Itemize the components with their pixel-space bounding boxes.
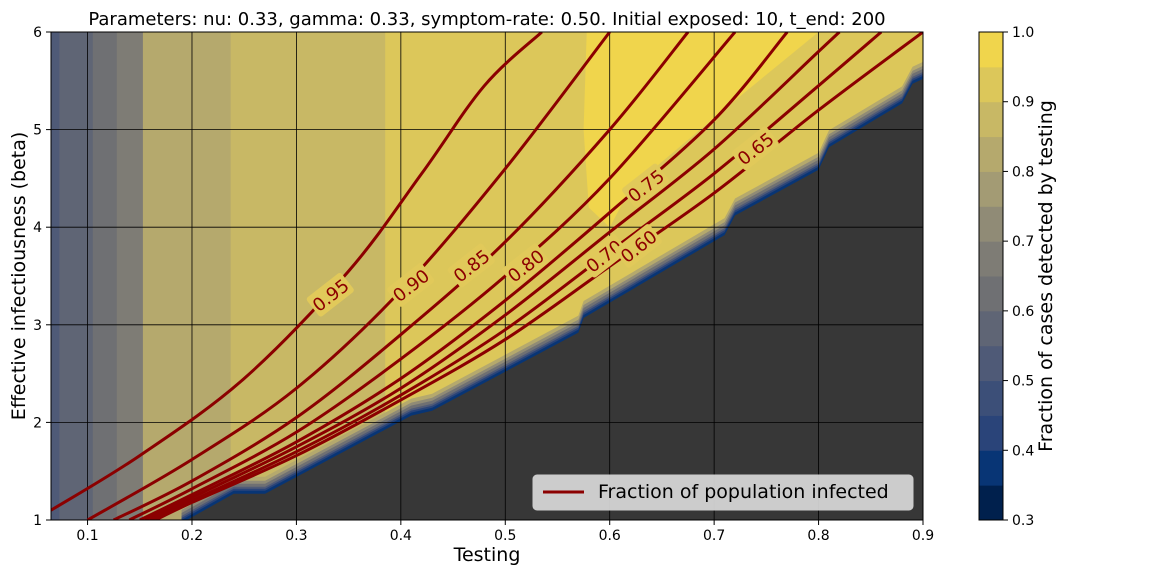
plot-frame <box>50 31 924 521</box>
x-tick-label: 0.9 <box>912 528 934 544</box>
colorbar-segment <box>979 310 1003 347</box>
y-tick-label: 4 <box>33 220 42 236</box>
colorbar-tick-label: 1.0 <box>1012 25 1034 41</box>
detection-band <box>116 32 144 520</box>
contour-line-0-65 <box>149 32 883 520</box>
detection-band <box>142 32 232 520</box>
colorbar-segment <box>979 241 1003 277</box>
colorbar-segment <box>979 450 1003 486</box>
colorbar-segment <box>979 485 1003 521</box>
legend: Fraction of population infected <box>532 474 914 511</box>
legend-box <box>532 474 914 511</box>
x-tick-label: 0.3 <box>285 528 307 544</box>
colorbar-tick-label: 0.4 <box>1012 443 1034 459</box>
x-axis: 0.1 0.2 0.3 0.4 0.5 0.6 0.7 0.8 0.9 <box>76 520 934 544</box>
no-infection-region <box>181 61 923 520</box>
no-infection-area <box>181 78 923 520</box>
contour-line-0-60 <box>154 32 923 520</box>
colorbar-tick-label: 0.7 <box>1012 234 1034 250</box>
contour-label-gap <box>622 163 670 208</box>
y-tick-label: 5 <box>33 123 42 139</box>
x-tick-label: 0.4 <box>390 528 412 544</box>
infection-contours <box>51 32 923 520</box>
colorbar: 0.3 0.4 0.5 0.6 0.7 0.8 0.9 1.0 <box>978 25 1034 529</box>
high-detection-region <box>583 32 819 228</box>
y-tick-label: 3 <box>33 318 42 334</box>
y-tick-label: 6 <box>33 25 42 41</box>
colorbar-segment <box>979 345 1003 382</box>
colorbar-tick-label: 0.8 <box>1012 164 1034 180</box>
x-tick-label: 0.7 <box>703 528 725 544</box>
contour-line-0-90 <box>86 32 611 520</box>
colorbar-tick-label: 0.3 <box>1012 513 1034 529</box>
y-axis-label: Effective infectiousness (beta) <box>8 132 30 421</box>
colorbar-tick-label: 0.9 <box>1012 95 1034 111</box>
colorbar-segment <box>979 276 1003 312</box>
detection-band <box>59 32 70 520</box>
contour-label-gap <box>580 233 628 278</box>
colorbar-segment <box>979 206 1003 242</box>
contour-label-gap <box>614 224 662 268</box>
colorbar-segment <box>979 136 1003 172</box>
colorbar-segment <box>979 415 1003 451</box>
x-tick-label: 0.2 <box>181 528 203 544</box>
colorbar-segment <box>979 380 1003 416</box>
x-tick-label: 0.1 <box>76 528 98 544</box>
gridlines <box>51 32 923 520</box>
plot-area: 0.95 0.90 0.85 0.800.750.700.650.60 <box>51 32 923 520</box>
detection-band <box>68 32 94 520</box>
contour-label-gap <box>447 243 495 288</box>
detection-band <box>230 32 292 520</box>
x-tick-label: 0.8 <box>807 528 829 544</box>
detection-band <box>51 32 60 520</box>
colorbar-frame <box>978 31 1004 521</box>
colorbar-segment <box>979 66 1003 103</box>
x-tick-label: 0.5 <box>494 528 516 544</box>
x-axis-label: Testing <box>453 544 521 566</box>
colorbar-segment <box>979 171 1003 207</box>
contour-label-gap <box>387 263 435 307</box>
legend-entry-label: Fraction of population infected <box>598 481 889 503</box>
high-detection-area <box>583 32 819 228</box>
colorbar-segment <box>979 32 1003 68</box>
contour-label-gap <box>502 243 550 288</box>
y-tick-label: 1 <box>33 513 42 529</box>
contour-line-0-70 <box>144 32 841 520</box>
colorbar-segment <box>979 101 1003 138</box>
chart-title: Parameters: nu: 0.33, gamma: 0.33, sympt… <box>88 9 885 30</box>
contour-label-gap <box>731 126 779 171</box>
colorbar-label: Fraction of cases detected by testing <box>1035 100 1057 452</box>
contour-line-0-85 <box>112 32 690 520</box>
contour-label-gap <box>306 272 354 317</box>
y-axis: 1 2 3 4 5 6 <box>33 25 51 529</box>
y-tick-label: 2 <box>33 415 42 431</box>
detection-band <box>92 32 118 520</box>
colorbar-tick-label: 0.5 <box>1012 374 1034 390</box>
x-tick-label: 0.6 <box>599 528 621 544</box>
colorbar-tick-label: 0.6 <box>1012 304 1034 320</box>
contour-line-0-75 <box>139 32 789 520</box>
contour-line-0-80 <box>128 32 737 520</box>
